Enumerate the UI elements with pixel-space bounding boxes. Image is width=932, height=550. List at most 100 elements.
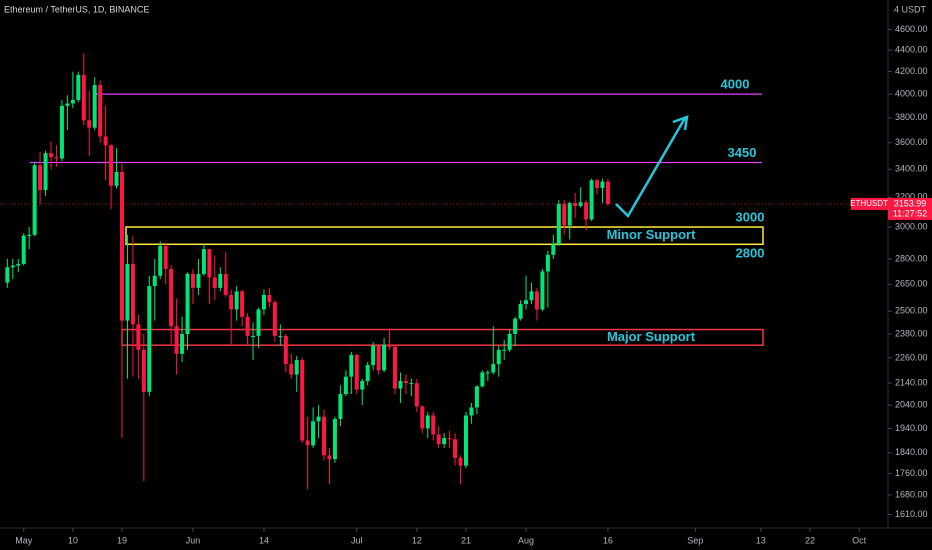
candle-body <box>98 84 103 137</box>
candle-body <box>54 157 59 159</box>
x-tick-label: 12 <box>412 535 422 545</box>
zone-level-label: 2800 <box>736 246 765 261</box>
candle-body <box>70 99 75 104</box>
candle-body <box>562 203 567 226</box>
y-tick-label: 1940.00 <box>895 423 928 433</box>
y-tick-label: 4400.00 <box>895 44 928 54</box>
candle-body <box>584 202 589 220</box>
y-tick-label: 2140.00 <box>895 377 928 387</box>
candle-body <box>442 438 447 445</box>
candle-body <box>245 316 250 336</box>
candle-body <box>141 349 146 392</box>
candle-body <box>425 415 430 429</box>
candle-body <box>398 380 403 389</box>
candle-body <box>5 267 10 283</box>
plot: 4600.00 4400.00 4200.00 4000.00 3800.00 3600.… <box>0 24 932 545</box>
level-label: 4000 <box>721 77 750 92</box>
candle-body <box>360 380 365 390</box>
candle-body <box>480 372 485 387</box>
support-zone <box>125 226 764 246</box>
candle-body <box>158 245 163 276</box>
candle-body <box>595 180 600 188</box>
y-tick-label: 1760.00 <box>895 468 928 478</box>
candle-body <box>524 300 529 304</box>
candle-body <box>136 324 141 350</box>
x-tick-label: 13 <box>756 535 766 545</box>
x-tick-label: 14 <box>259 535 269 545</box>
y-tick-label: 4000.00 <box>895 89 928 99</box>
candle-body <box>409 383 414 385</box>
candle-body <box>218 273 223 288</box>
candle-body <box>414 383 419 407</box>
candle-body <box>65 103 70 106</box>
candle-body <box>431 415 436 435</box>
x-tick-label: Jun <box>186 535 201 545</box>
candle-body <box>551 244 556 255</box>
candle-body <box>387 344 392 347</box>
x-tick-label: May <box>15 535 33 545</box>
candle-body <box>87 120 92 128</box>
countdown-label: 11:27:52 <box>893 208 927 218</box>
candle-body <box>332 418 337 460</box>
symbol-tag <box>851 197 888 210</box>
candle-body <box>540 271 545 310</box>
candle-body <box>59 105 64 159</box>
candle-body <box>311 421 316 446</box>
header: Ethereum / TetherUS, 1D, BINANCE <box>4 4 149 14</box>
candle-body <box>458 457 463 466</box>
candle-body <box>16 263 21 266</box>
y-tick-label: 3400.00 <box>895 164 928 174</box>
last-price-label: 3153.99 <box>894 198 927 208</box>
candle-body <box>529 291 534 301</box>
candle-body <box>234 291 239 310</box>
candle-body <box>322 416 327 456</box>
zone-label: Minor Support <box>607 227 696 242</box>
y-tick-label: 2380.00 <box>895 328 928 338</box>
y-tick-label: 1610.00 <box>895 509 928 519</box>
candle-body <box>256 309 261 336</box>
zone-label: Major Support <box>607 329 696 344</box>
candle-body <box>496 349 501 365</box>
candle-body <box>469 407 474 416</box>
candle-body <box>169 268 174 327</box>
candle-body <box>272 302 277 336</box>
candle-body <box>267 294 272 303</box>
candle-body <box>463 415 468 466</box>
x-tick-label: 16 <box>603 535 613 545</box>
candle-body <box>212 277 217 288</box>
candle-body <box>371 345 376 366</box>
x-tick-label: Aug <box>518 535 534 545</box>
x-tick-label: 19 <box>117 535 127 545</box>
candle-body <box>447 438 452 440</box>
price-tag <box>888 197 932 220</box>
candle-body <box>567 203 572 226</box>
y-tick-label: 3200.00 <box>895 192 928 202</box>
candle-body <box>420 406 425 429</box>
y-tick-label: 2260.00 <box>895 352 928 362</box>
currency: 4 USDT <box>894 4 927 14</box>
y-tick-label: 2040.00 <box>895 400 928 410</box>
y-tick-label: 2500.00 <box>895 306 928 316</box>
candle-body <box>174 326 179 354</box>
candle-body <box>518 303 523 319</box>
candle-body <box>316 416 321 422</box>
x-tick-label: Jul <box>351 535 363 545</box>
candle-body <box>27 234 32 236</box>
candle-body <box>81 74 86 121</box>
candle-body <box>573 203 578 206</box>
candle-body <box>338 394 343 419</box>
candle-body <box>343 376 348 395</box>
candle-body <box>10 265 15 268</box>
candle-body <box>147 286 152 392</box>
candle-body <box>382 344 387 371</box>
candle-body <box>453 439 458 458</box>
candle-body <box>251 335 256 337</box>
candle-body <box>223 273 228 295</box>
x-tick-label: Sep <box>687 535 703 545</box>
y-tick-label: 2650.00 <box>895 279 928 289</box>
candle-body <box>545 254 550 272</box>
candle-body <box>436 434 441 445</box>
candle-body <box>21 235 26 264</box>
y-tick-label: 1840.00 <box>895 447 928 457</box>
